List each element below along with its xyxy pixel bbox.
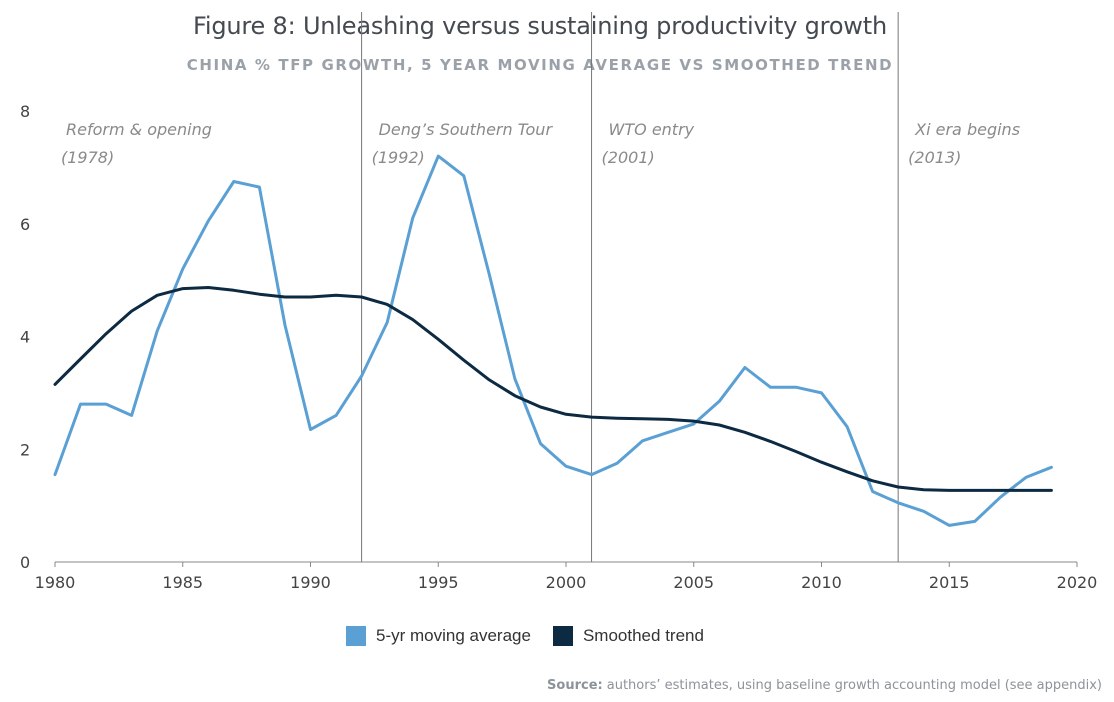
- legend-label-moving-average: 5-yr moving average: [376, 626, 531, 645]
- series-line-moving-average: [53, 154, 1053, 527]
- event-annotation-2013-line1: Xi era begins: [914, 120, 1020, 139]
- y-tick-label: 2: [20, 440, 30, 459]
- event-annotation-2001-line2: (2001): [602, 148, 655, 167]
- legend-swatch-smoothed-trend: [552, 626, 573, 646]
- event-annotation-2013-line2: (2013): [908, 148, 961, 167]
- source-label: Source:: [547, 678, 603, 693]
- x-tick-label: 2015: [929, 573, 970, 592]
- y-tick-label: 4: [20, 328, 30, 347]
- event-annotation-1978-line2: (1978): [61, 148, 114, 167]
- event-annotation-1978-line1: Reform & opening: [66, 120, 212, 139]
- y-tick-label: 6: [20, 215, 30, 234]
- x-tick-label: 1995: [418, 573, 459, 592]
- legend-item-smoothed-trend: Smoothed trend: [552, 626, 704, 646]
- x-tick-label: 1985: [162, 573, 203, 592]
- event-annotation-1992-line1: Deng’s Southern Tour: [379, 120, 554, 139]
- legend-label-smoothed-trend: Smoothed trend: [582, 626, 704, 645]
- source-text: authors’ estimates, using baseline growt…: [606, 678, 1102, 693]
- legend-swatch-moving-average: [346, 626, 366, 646]
- x-tick-label: 2000: [546, 573, 587, 592]
- legend: 5-yr moving average Smoothed trend: [346, 624, 726, 648]
- x-tick-label: 2005: [673, 573, 714, 592]
- chart-subtitle: CHINA % TFP GROWTH, 5 YEAR MOVING AVERAG…: [186, 56, 894, 74]
- x-tick-label: 2010: [801, 573, 842, 592]
- x-tick-label: 2020: [1057, 573, 1098, 592]
- event-annotation-2001-line1: WTO entry: [609, 120, 695, 139]
- event-annotation-1992-line2: (1992): [372, 148, 425, 167]
- y-tick-label: 8: [20, 102, 30, 121]
- chart-title: Figure 8: Unleashing versus sustaining p…: [193, 12, 887, 40]
- series-line-smoothed-trend: [53, 286, 1053, 492]
- y-tick-label: 0: [20, 553, 30, 572]
- x-tick-label: 1990: [290, 573, 331, 592]
- source-note: Source: authors’ estimates, using baselin…: [547, 678, 1102, 693]
- x-tick-label: 1980: [35, 573, 76, 592]
- legend-item-moving-average: 5-yr moving average: [346, 626, 531, 646]
